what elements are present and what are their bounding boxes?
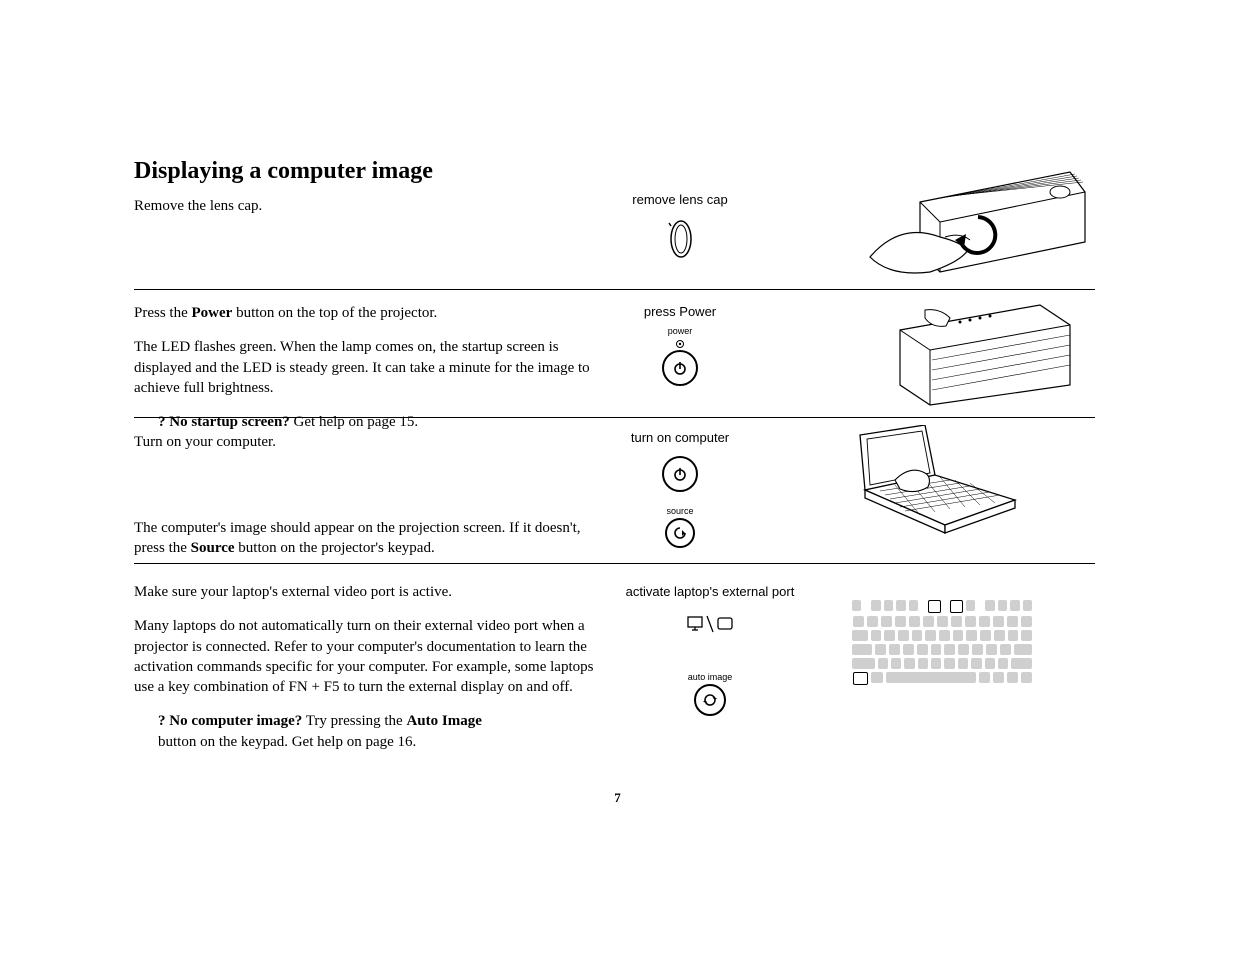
text: button on the top of the projector. bbox=[232, 305, 437, 321]
divider bbox=[134, 417, 1095, 418]
s2-body: Press the Power button on the top of the… bbox=[134, 303, 614, 323]
text-bold: Power bbox=[192, 305, 233, 321]
s3-body2: The computer's image should appear on th… bbox=[134, 518, 614, 559]
s4-fig-label: activate laptop's external port bbox=[580, 584, 840, 599]
keyboard-illustration bbox=[852, 600, 1032, 685]
s3-fig-label: turn on computer bbox=[580, 430, 780, 445]
s1-illustration bbox=[860, 162, 1090, 287]
s2-power-label: power bbox=[580, 326, 780, 336]
text-bold: Source bbox=[191, 540, 235, 556]
s4-body: Make sure your laptop's external video p… bbox=[134, 582, 614, 602]
s2-help: ? No startup screen? Get help on page 15… bbox=[158, 412, 518, 432]
auto-image-button-icon bbox=[580, 684, 840, 716]
s3-source-label: source bbox=[580, 506, 780, 516]
s3-illustration bbox=[850, 425, 1020, 550]
s3-body: Turn on your computer. bbox=[134, 432, 614, 452]
text: Try pressing the bbox=[302, 713, 406, 729]
s4-body2: Many laptops do not automatically turn o… bbox=[134, 616, 614, 697]
s1-fig-label: remove lens cap bbox=[580, 192, 780, 207]
s1-body: Remove the lens cap. bbox=[134, 196, 614, 216]
divider bbox=[134, 289, 1095, 290]
power-button-icon bbox=[580, 456, 780, 492]
help-question: ? No computer image? bbox=[158, 713, 302, 729]
s4-autoimage-label: auto image bbox=[580, 672, 840, 682]
power-button-icon bbox=[580, 350, 780, 386]
s4-help: ? No computer image? Try pressing the Au… bbox=[158, 711, 518, 752]
s2-fig-label: press Power bbox=[580, 304, 780, 319]
s2-illustration bbox=[870, 300, 1080, 415]
source-button-icon bbox=[580, 518, 780, 548]
text: Press the bbox=[134, 305, 192, 321]
divider bbox=[134, 563, 1095, 564]
lens-cap-icon bbox=[665, 218, 697, 265]
text: button on the projector's keypad. bbox=[235, 540, 435, 556]
page-title: Displaying a computer image bbox=[134, 158, 433, 185]
external-display-icon bbox=[580, 614, 840, 639]
text-bold: Auto Image bbox=[406, 713, 481, 729]
page-number: 7 bbox=[0, 790, 1235, 806]
text: button on the keypad. Get help on page 1… bbox=[158, 734, 416, 750]
s2-body2: The LED flashes green. When the lamp com… bbox=[134, 337, 614, 398]
